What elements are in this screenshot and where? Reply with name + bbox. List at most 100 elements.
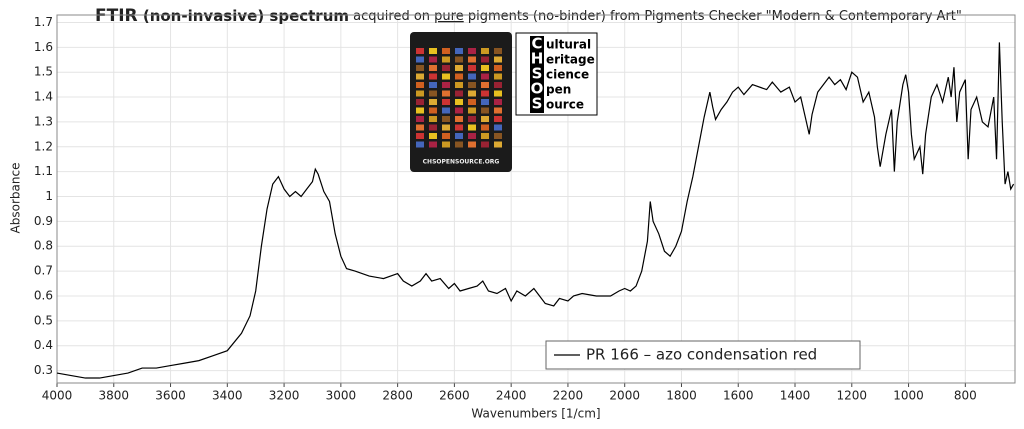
legend-label: PR 166 – azo condensation red <box>586 346 817 364</box>
swatch <box>429 65 437 71</box>
swatch <box>416 90 424 97</box>
x-axis-label: Wavenumbers [1/cm] <box>471 407 600 421</box>
swatch <box>481 107 489 114</box>
swatch <box>442 56 450 63</box>
swatch <box>468 65 476 71</box>
logo-letter: S <box>532 95 543 113</box>
swatch <box>455 124 463 131</box>
title-part: pure <box>434 9 464 24</box>
logo-word: cience <box>546 68 589 82</box>
y-tick-label: 1.7 <box>34 15 53 29</box>
swatch <box>468 73 476 80</box>
logo-word: ultural <box>546 38 591 52</box>
x-tick-label: 2600 <box>439 389 470 403</box>
x-tick-label: 3600 <box>155 389 186 403</box>
swatch <box>429 48 437 54</box>
swatch <box>468 99 476 105</box>
swatch <box>416 141 424 148</box>
swatch <box>416 124 424 131</box>
logo-bar <box>530 36 544 113</box>
swatch <box>494 73 502 80</box>
y-axis-label: Absorbance <box>9 163 23 234</box>
x-tick-label: 3800 <box>98 389 129 403</box>
swatch <box>442 48 450 54</box>
swatch <box>481 73 489 80</box>
swatch <box>494 82 502 88</box>
swatch <box>494 48 502 54</box>
swatch <box>481 99 489 105</box>
title-part: pigments (no-binder) from Pigments Check… <box>464 9 962 24</box>
swatch <box>481 65 489 71</box>
x-tick-label: 4000 <box>42 389 73 403</box>
y-tick-label: 0.4 <box>34 338 53 352</box>
swatch <box>416 48 424 54</box>
swatch <box>429 56 437 63</box>
swatch <box>455 99 463 105</box>
swatch <box>442 82 450 88</box>
swatch <box>481 82 489 88</box>
swatch <box>429 90 437 97</box>
title-part: acquired on <box>349 9 434 24</box>
title-part: FTIR <box>95 6 138 26</box>
swatch <box>442 107 450 114</box>
swatch <box>481 141 489 148</box>
swatch <box>455 65 463 71</box>
x-tick-label: 1400 <box>780 389 811 403</box>
swatch <box>481 124 489 131</box>
swatch <box>494 107 502 114</box>
swatch <box>442 133 450 139</box>
swatch <box>455 90 463 97</box>
x-tick-label: 3200 <box>269 389 300 403</box>
swatch <box>494 116 502 122</box>
swatch <box>494 65 502 71</box>
swatch <box>468 124 476 131</box>
swatch <box>442 90 450 97</box>
x-tick-label: 2400 <box>496 389 527 403</box>
y-tick-label: 0.7 <box>34 264 53 278</box>
swatch <box>416 65 424 71</box>
swatch <box>416 133 424 139</box>
swatch <box>429 133 437 139</box>
swatch <box>429 107 437 114</box>
chart-title: FTIR (non-invasive) spectrum acquired on… <box>95 6 962 26</box>
swatch <box>455 56 463 63</box>
swatch <box>468 56 476 63</box>
swatch <box>494 141 502 148</box>
y-tick-label: 1 <box>45 189 53 203</box>
x-tick-label: 1200 <box>837 389 868 403</box>
swatch <box>429 73 437 80</box>
spectrum-line <box>56 42 1015 379</box>
swatch <box>481 56 489 63</box>
swatch <box>455 141 463 148</box>
logo-letter: S <box>532 65 543 83</box>
swatch <box>481 133 489 139</box>
y-tick-label: 1.5 <box>34 65 53 79</box>
swatch <box>429 99 437 105</box>
logo-box <box>515 32 598 116</box>
swatch <box>416 99 424 105</box>
x-tick-label: 1800 <box>666 389 697 403</box>
swatch <box>455 48 463 54</box>
y-tick-label: 0.8 <box>34 239 53 253</box>
logo-word: eritage <box>546 53 595 67</box>
x-tick-label: 2200 <box>553 389 584 403</box>
logo-letter: C <box>531 35 542 53</box>
swatch <box>481 48 489 54</box>
swatch <box>494 90 502 97</box>
x-tick-label: 3000 <box>326 389 357 403</box>
y-tick-label: 1.4 <box>34 90 53 104</box>
logo-word: pen <box>546 83 571 97</box>
swatch <box>416 82 424 88</box>
swatch <box>494 133 502 139</box>
swatch <box>442 65 450 71</box>
y-tick-label: 0.6 <box>34 288 53 302</box>
swatch <box>442 116 450 122</box>
swatch <box>455 107 463 114</box>
swatch <box>468 133 476 139</box>
swatch <box>429 141 437 148</box>
y-tick-label: 1.1 <box>34 164 53 178</box>
swatch <box>442 141 450 148</box>
x-tick-label: 1000 <box>893 389 924 403</box>
swatch <box>468 82 476 88</box>
x-tick-label: 2800 <box>382 389 413 403</box>
